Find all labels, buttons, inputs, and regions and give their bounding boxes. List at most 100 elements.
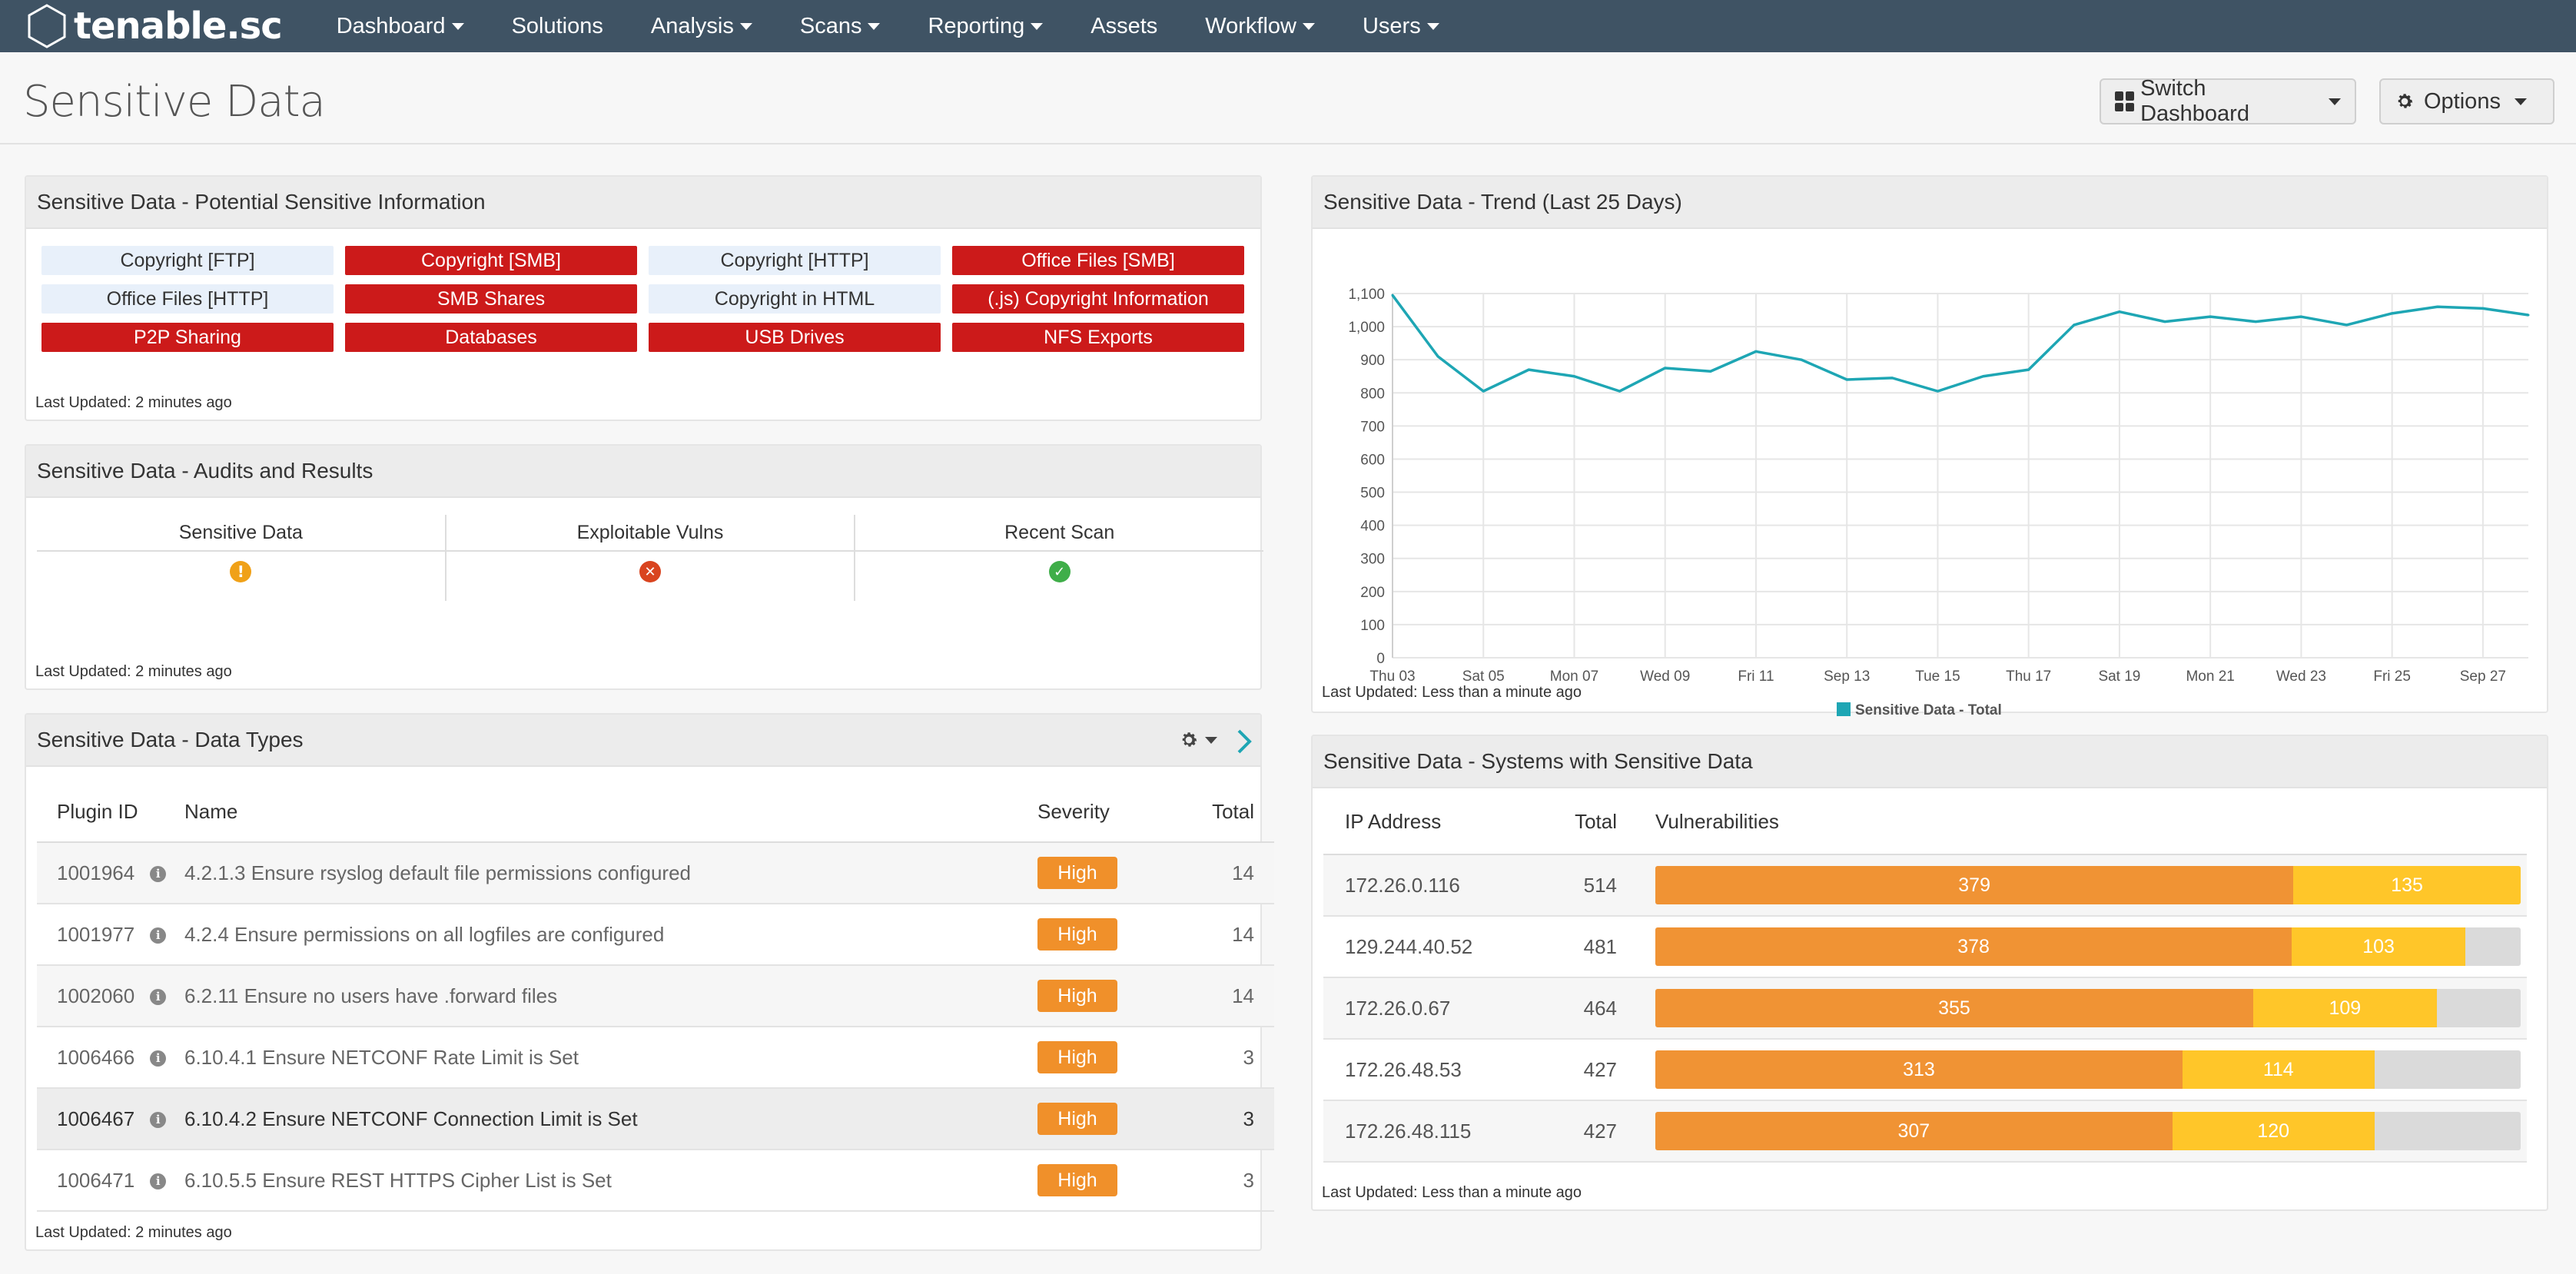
audit-col-exploitable[interactable]: Exploitable Vulns ✕ [446, 515, 856, 601]
info-icon[interactable]: i [150, 1050, 167, 1067]
options-button[interactable]: Options [2379, 78, 2554, 124]
info-icon[interactable]: i [150, 1112, 167, 1129]
info-icon[interactable]: i [150, 1173, 167, 1190]
sensitive-tile[interactable]: P2P Sharing [41, 323, 334, 352]
table-row[interactable]: 1001977 i 4.2.4 Ensure permissions on all … [37, 904, 1274, 966]
gear-icon [2398, 94, 2413, 108]
sensitive-tile[interactable]: SMB Shares [345, 284, 637, 314]
col-name[interactable]: Name [184, 782, 1037, 843]
table-row[interactable]: 172.26.0.116 514 379 135 [1323, 854, 2527, 917]
bar-segment-high[interactable]: 379 [1655, 866, 2294, 904]
table-row[interactable]: 172.26.48.53 427 313 114 [1323, 1039, 2527, 1101]
col-total[interactable]: Total [1160, 782, 1274, 843]
info-icon[interactable]: i [150, 866, 167, 883]
bar-segment-high[interactable]: 355 [1655, 989, 2253, 1027]
panel-settings-button[interactable] [1179, 730, 1217, 750]
col-plugin-id[interactable]: Plugin ID [37, 782, 184, 843]
x-tick-label: Tue 15 [1915, 669, 1960, 685]
switch-dashboard-button[interactable]: Switch Dashboard [2100, 76, 2356, 126]
plugin-id: 1006466 [57, 1045, 135, 1069]
chevron-right-icon[interactable] [1236, 728, 1253, 755]
nav-item-label: Reporting [928, 13, 1025, 38]
bar-segment-medium[interactable]: 114 [2182, 1050, 2375, 1089]
bar-segment-high[interactable]: 313 [1655, 1050, 2183, 1089]
total-value: 481 [1551, 916, 1632, 978]
potential-sensitive-panel: Sensitive Data - Potential Sensitive Inf… [25, 175, 1262, 421]
nav-item-reporting[interactable]: Reporting [928, 13, 1044, 39]
bar-segment-medium[interactable]: 109 [2252, 989, 2437, 1027]
y-tick-label: 500 [1360, 486, 1385, 502]
col-total[interactable]: Total [1551, 790, 1632, 855]
table-row[interactable]: 1001964 i 4.2.1.3 Ensure rsyslog default f… [37, 842, 1274, 904]
nav-item-dashboard[interactable]: Dashboard [337, 14, 464, 39]
panel-title: Sensitive Data - Trend (Last 25 Days) [1313, 177, 2547, 229]
nav-item-analysis[interactable]: Analysis [651, 14, 752, 39]
severity-badge: High [1037, 1164, 1117, 1196]
sensitive-tile[interactable]: Office Files [SMB] [952, 246, 1244, 275]
switch-dashboard-label: Switch Dashboard [2140, 76, 2249, 126]
vulnerability-bar[interactable]: 355 109 [1655, 989, 2521, 1027]
bar-segment-medium[interactable]: 120 [2172, 1112, 2375, 1150]
sensitive-tile[interactable]: Copyright [SMB] [345, 246, 637, 275]
info-icon[interactable]: i [150, 927, 167, 944]
table-row[interactable]: 1006471 i 6.10.5.5 Ensure REST HTTPS Ciphe… [37, 1150, 1274, 1212]
col-ip-address[interactable]: IP Address [1323, 790, 1551, 855]
chevron-down-icon [1426, 22, 1439, 30]
sensitive-tile[interactable]: Copyright [HTTP] [649, 246, 941, 275]
bar-segment-medium[interactable]: 103 [2292, 927, 2465, 966]
y-tick-label: 400 [1360, 519, 1385, 535]
x-tick-label: Thu 17 [2006, 669, 2051, 685]
table-row[interactable]: 1002060 i 6.2.11 Ensure no users have .for… [37, 965, 1274, 1027]
table-row[interactable]: 172.26.48.115 427 307 120 [1323, 1100, 2527, 1163]
sensitive-tile[interactable]: Databases [345, 323, 637, 352]
nav-item-users[interactable]: Users [1363, 14, 1439, 39]
nav-item-assets[interactable]: Assets [1090, 14, 1157, 39]
nav-item-solutions[interactable]: Solutions [512, 14, 603, 39]
vulnerability-bar[interactable]: 379 135 [1655, 866, 2521, 904]
panel-header: Sensitive Data - Data Types [26, 715, 1260, 767]
hexagon-logo-icon [28, 4, 66, 48]
tenable-logo[interactable]: tenable.sc [23, 2, 283, 50]
vulnerability-bar[interactable]: 313 114 [1655, 1050, 2521, 1089]
plugin-name: 6.10.4.2 Ensure NETCONF Connection Limit… [184, 1088, 1037, 1150]
total-value: 3 [1160, 1088, 1274, 1150]
plugin-id: 1006467 [57, 1106, 135, 1130]
sensitive-tile[interactable]: USB Drives [649, 323, 941, 352]
table-row[interactable]: 129.244.40.52 481 378 103 [1323, 916, 2527, 978]
vulnerability-bar[interactable]: 307 120 [1655, 1112, 2521, 1150]
sensitive-tile[interactable]: Office Files [HTTP] [41, 284, 334, 314]
bar-segment-high[interactable]: 307 [1655, 1112, 2173, 1150]
table-row[interactable]: 1006467 i 6.10.4.2 Ensure NETCONF Connecti… [37, 1088, 1274, 1150]
data-point [1754, 350, 1758, 353]
table-row[interactable]: 1006466 i 6.10.4.1 Ensure NETCONF Rate Lim… [37, 1027, 1274, 1089]
ip-address: 129.244.40.52 [1323, 916, 1551, 978]
bar-segment-medium[interactable]: 135 [2293, 866, 2521, 904]
sensitive-tile[interactable]: (.js) Copyright Information [952, 284, 1244, 314]
sensitive-tile[interactable]: Copyright [FTP] [41, 246, 334, 275]
col-vulnerabilities[interactable]: Vulnerabilities [1632, 790, 2527, 855]
data-point [1891, 377, 1894, 380]
total-value: 464 [1551, 977, 1632, 1040]
x-tick-label: Fri 25 [2373, 669, 2411, 685]
audit-label: Recent Scan [855, 515, 1264, 552]
nav-item-workflow[interactable]: Workflow [1205, 14, 1315, 39]
bar-segment-high[interactable]: 378 [1655, 927, 2292, 966]
sensitive-tile[interactable]: Copyright in HTML [649, 284, 941, 314]
table-row[interactable]: 172.26.0.67 464 355 109 [1323, 977, 2527, 1040]
trend-panel: Sensitive Data - Trend (Last 25 Days) 0 1… [1311, 175, 2548, 718]
col-severity[interactable]: Severity [1037, 782, 1160, 843]
gear-icon [1182, 732, 1197, 747]
grid-icon [2115, 91, 2135, 111]
audit-col-sensitive[interactable]: Sensitive Data ! [37, 515, 446, 601]
x-tick-label: Sat 19 [2098, 669, 2140, 685]
check-icon: ✓ [1048, 561, 1071, 582]
sensitive-tile[interactable]: NFS Exports [952, 323, 1244, 352]
legend-label: Sensitive Data - Total [1855, 702, 2002, 718]
vulnerability-bar[interactable]: 378 103 [1655, 927, 2521, 966]
nav-item-scans[interactable]: Scans [800, 14, 881, 39]
last-updated: Last Updated: 2 minutes ago [35, 394, 232, 411]
last-updated: Last Updated: 2 minutes ago [35, 663, 232, 680]
audit-col-recent-scan[interactable]: Recent Scan ✓ [855, 515, 1264, 601]
info-icon[interactable]: i [150, 989, 167, 1006]
chevron-down-icon [739, 22, 752, 30]
